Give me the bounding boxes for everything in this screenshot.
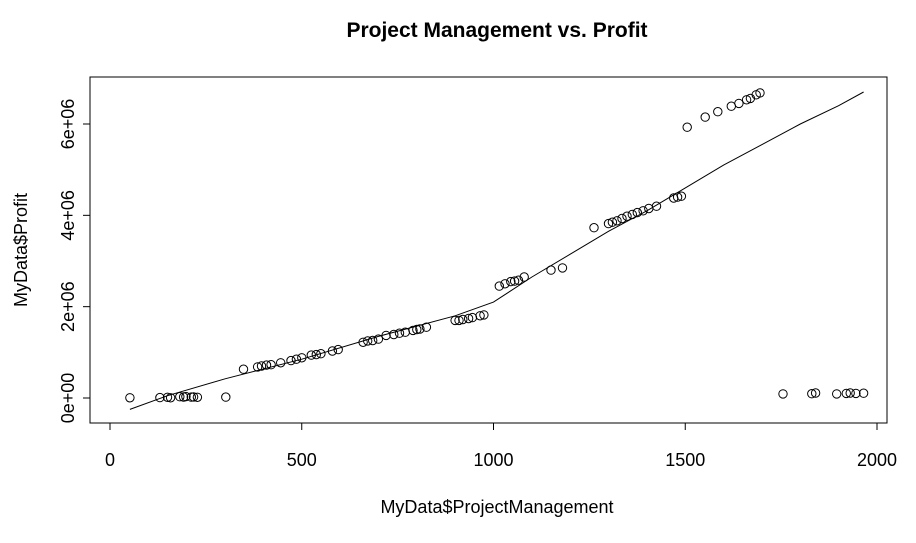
data-point — [841, 388, 851, 399]
data-point — [463, 313, 474, 324]
data-point — [506, 276, 516, 287]
data-point — [458, 314, 468, 325]
data-point — [266, 360, 276, 370]
data-point — [363, 336, 373, 346]
data-point — [700, 112, 710, 122]
data-point — [509, 276, 520, 286]
data-point — [479, 310, 489, 320]
data-point — [297, 353, 307, 363]
data-point — [778, 389, 788, 399]
data-point — [125, 393, 135, 403]
data-point — [162, 392, 173, 402]
y-tick-label: 0e+00 — [58, 373, 78, 424]
data-point — [181, 391, 191, 402]
y-tick-label: 2e+06 — [58, 281, 78, 332]
x-tick-label: 1000 — [473, 450, 513, 470]
smooth-line-layer — [129, 91, 864, 410]
data-point — [519, 272, 529, 282]
data-point — [306, 350, 316, 360]
data-point — [327, 346, 338, 356]
data-point — [632, 207, 642, 218]
data-point — [412, 324, 422, 335]
data-point — [513, 275, 524, 285]
data-point — [175, 392, 185, 402]
data-point — [500, 279, 510, 289]
data-point — [494, 281, 504, 291]
smooth-line — [129, 91, 864, 410]
data-point — [358, 337, 368, 347]
x-axis-label: MyData$ProjectManagement — [380, 497, 613, 517]
data-point — [221, 392, 231, 402]
data-point — [589, 223, 599, 233]
data-point — [381, 330, 391, 341]
data-point — [256, 361, 267, 371]
data-point — [810, 388, 821, 398]
y-axis: 0e+00 2e+06 4e+06 6e+06 — [58, 99, 91, 424]
data-point — [188, 392, 199, 402]
data-point — [394, 328, 405, 338]
y-tick-label: 6e+06 — [58, 99, 78, 150]
data-point — [603, 218, 614, 229]
data-point — [676, 191, 687, 201]
data-point — [713, 107, 723, 117]
x-tick-label: 0 — [105, 450, 115, 470]
chart-title: Project Management vs. Profit — [346, 19, 647, 42]
x-tick-label: 1500 — [665, 450, 705, 470]
data-point — [755, 88, 765, 98]
data-point — [311, 349, 321, 360]
data-point — [389, 329, 399, 340]
data-point — [672, 192, 683, 202]
data-point — [165, 393, 176, 403]
data-point — [408, 325, 418, 336]
data-point — [316, 349, 326, 359]
data-point — [851, 388, 861, 399]
y-tick-label: 4e+06 — [58, 190, 78, 241]
data-point — [421, 322, 432, 332]
data-point — [627, 209, 637, 220]
data-point — [858, 388, 869, 398]
data-point — [644, 203, 654, 214]
data-point — [155, 392, 165, 403]
data-point — [333, 344, 343, 355]
data-point — [622, 211, 632, 221]
data-point — [682, 122, 692, 132]
points-layer — [125, 88, 869, 403]
data-point — [454, 315, 464, 326]
data-point — [832, 389, 842, 399]
x-tick-label: 2000 — [857, 450, 897, 470]
data-point — [546, 265, 556, 275]
data-point — [612, 216, 622, 226]
data-point — [373, 334, 384, 344]
data-point — [238, 364, 249, 374]
x-tick-label: 500 — [287, 450, 317, 470]
data-point — [261, 360, 272, 370]
data-point — [557, 263, 568, 273]
data-point — [368, 335, 378, 346]
data-point — [734, 98, 744, 109]
y-axis-label: MyData$Profit — [11, 193, 31, 307]
data-point — [291, 354, 302, 364]
data-point — [651, 201, 662, 211]
data-point — [475, 311, 485, 321]
data-point — [415, 324, 425, 334]
data-point — [807, 389, 817, 399]
data-point — [607, 217, 618, 227]
data-point — [252, 362, 263, 372]
data-point — [276, 358, 286, 368]
data-point — [192, 392, 203, 402]
data-point — [286, 355, 296, 366]
x-axis: 0 500 1000 1500 2000 — [105, 422, 897, 470]
data-point — [741, 95, 752, 105]
data-point — [617, 213, 627, 224]
data-point — [450, 315, 460, 326]
data-point — [638, 206, 648, 216]
plot-frame — [89, 76, 888, 424]
data-point — [845, 388, 855, 398]
